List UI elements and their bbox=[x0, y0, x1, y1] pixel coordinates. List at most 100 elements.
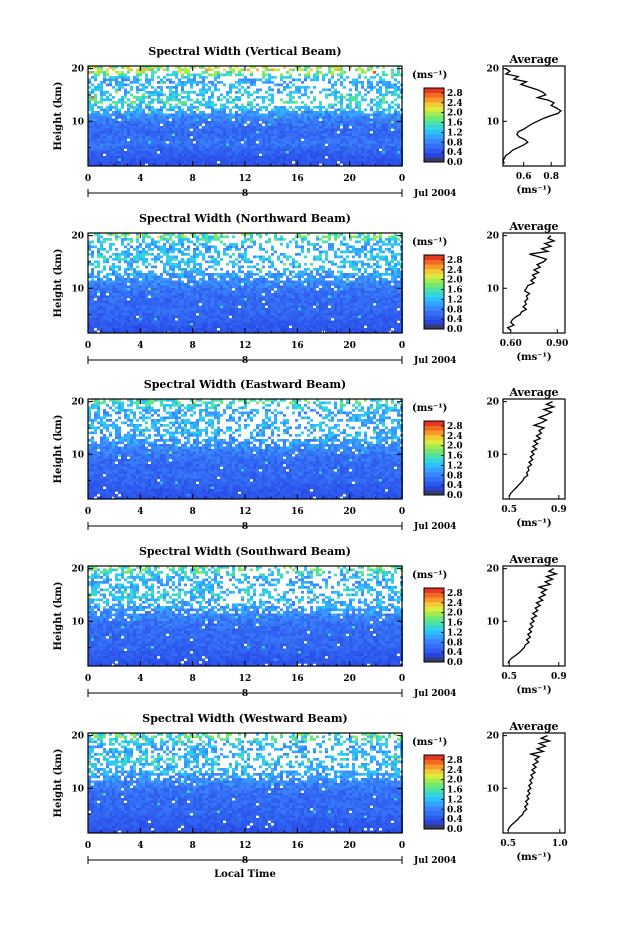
heatmap-cell bbox=[283, 290, 286, 294]
heatmap-cell bbox=[103, 238, 106, 241]
heatmap-cell bbox=[133, 126, 136, 129]
heatmap-cell bbox=[310, 138, 313, 142]
heatmap-cell bbox=[250, 235, 253, 239]
heatmap-cell bbox=[367, 121, 370, 124]
heatmap-cell bbox=[244, 116, 247, 119]
heatmap-cell bbox=[262, 156, 265, 159]
heatmap-cell bbox=[226, 118, 229, 122]
heatmap-cell bbox=[289, 278, 292, 281]
heatmap-cell bbox=[142, 275, 145, 279]
heatmap-cell bbox=[280, 98, 283, 102]
heatmap-cell bbox=[97, 106, 100, 109]
heatmap-cell bbox=[178, 83, 181, 87]
heatmap-cell bbox=[238, 156, 241, 159]
heatmap-cell bbox=[343, 243, 346, 246]
heatmap-cell bbox=[127, 91, 130, 94]
heatmap-cell bbox=[364, 146, 367, 149]
heatmap-cell bbox=[313, 113, 316, 117]
heatmap-cell bbox=[325, 136, 328, 139]
heatmap-cell bbox=[250, 260, 253, 264]
heatmap-cell bbox=[184, 283, 187, 286]
heatmap-cell bbox=[136, 143, 139, 147]
heatmap-cell bbox=[244, 131, 247, 134]
heatmap-cell bbox=[172, 156, 175, 159]
heatmap-cell bbox=[355, 143, 358, 147]
heatmap-cell bbox=[112, 153, 115, 157]
heatmap-cell bbox=[316, 146, 319, 149]
heatmap-cell bbox=[385, 118, 388, 122]
heatmap-cell bbox=[250, 143, 253, 147]
heatmap-cell bbox=[100, 131, 103, 134]
heatmap-cell bbox=[208, 106, 211, 109]
heatmap-cell bbox=[319, 253, 322, 256]
heatmap-cell bbox=[109, 280, 112, 284]
heatmap-cell bbox=[352, 131, 355, 134]
heatmap-cell bbox=[250, 126, 253, 129]
heatmap-cell bbox=[346, 273, 349, 276]
heatmap-cell bbox=[151, 158, 154, 162]
heatmap-cell bbox=[247, 290, 250, 294]
heatmap-cell bbox=[334, 275, 337, 279]
heatmap-cell bbox=[253, 280, 256, 284]
heatmap-cell bbox=[292, 260, 295, 264]
heatmap-cell bbox=[178, 128, 181, 132]
heatmap-cell bbox=[160, 238, 163, 241]
heatmap-cell bbox=[370, 106, 373, 109]
heatmap-cell bbox=[283, 141, 286, 144]
heatmap-cell bbox=[244, 78, 247, 82]
heatmap-cell bbox=[163, 285, 166, 289]
heatmap-cell bbox=[385, 138, 388, 142]
heatmap-cell bbox=[175, 113, 178, 117]
heatmap-cell bbox=[250, 113, 253, 117]
heatmap-cell bbox=[106, 156, 109, 159]
heatmap-cell bbox=[208, 68, 211, 72]
heatmap-cell bbox=[148, 235, 151, 239]
heatmap-cell bbox=[166, 253, 169, 256]
heatmap-cell bbox=[376, 143, 379, 147]
heatmap-cell bbox=[358, 118, 361, 122]
heatmap-cell bbox=[358, 101, 361, 104]
heatmap-cell bbox=[259, 116, 262, 119]
heatmap-cell bbox=[259, 245, 262, 249]
heatmap-cell bbox=[301, 101, 304, 104]
heatmap-cell bbox=[397, 73, 400, 77]
heatmap-cell bbox=[124, 163, 127, 167]
heatmap-cell bbox=[163, 288, 166, 291]
heatmap-cell bbox=[328, 293, 331, 296]
heatmap-cell bbox=[391, 163, 394, 167]
heatmap-cell bbox=[304, 116, 307, 119]
heatmap-cell bbox=[352, 118, 355, 122]
heatmap-cell bbox=[154, 131, 157, 134]
heatmap-cell bbox=[388, 81, 391, 84]
heatmap-cell bbox=[166, 240, 169, 244]
heatmap-cell bbox=[130, 293, 133, 296]
heatmap-cell bbox=[163, 126, 166, 129]
heatmap-cell bbox=[190, 268, 193, 271]
heatmap-cell bbox=[247, 258, 250, 261]
heatmap-cell bbox=[157, 293, 160, 296]
heatmap-cell bbox=[154, 98, 157, 102]
heatmap-cell bbox=[91, 126, 94, 129]
heatmap-cell bbox=[322, 141, 325, 144]
heatmap-cell bbox=[172, 263, 175, 266]
heatmap-cell bbox=[250, 265, 253, 269]
heatmap-cell bbox=[169, 290, 172, 294]
heatmap-cell bbox=[211, 126, 214, 129]
x-tick-label: 4 bbox=[137, 174, 143, 184]
heatmap-cell bbox=[160, 143, 163, 147]
heatmap-cell bbox=[133, 116, 136, 119]
heatmap-cell bbox=[115, 71, 118, 74]
heatmap-cell bbox=[91, 283, 94, 286]
heatmap-cell bbox=[238, 151, 241, 154]
heatmap-cell bbox=[262, 148, 265, 152]
heatmap-cell bbox=[88, 288, 91, 291]
heatmap-cell bbox=[229, 243, 232, 246]
heatmap-cell bbox=[289, 68, 292, 72]
heatmap-cell bbox=[217, 96, 220, 99]
heatmap-cell bbox=[313, 136, 316, 139]
heatmap-cell bbox=[367, 233, 370, 236]
heatmap-cell bbox=[172, 265, 175, 269]
heatmap-cell bbox=[115, 151, 118, 154]
heatmap-cell bbox=[106, 78, 109, 82]
heatmap-cell bbox=[307, 280, 310, 284]
